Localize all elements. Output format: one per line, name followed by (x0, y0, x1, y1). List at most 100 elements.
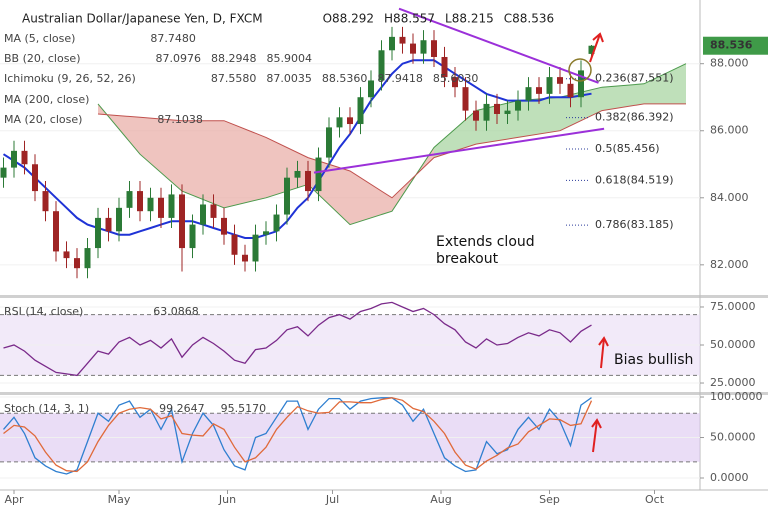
candle-body (21, 150, 28, 165)
price-tag-label: 88.536 (710, 39, 753, 52)
price-tag (703, 36, 768, 55)
overlay (568, 32, 609, 453)
cloud-fill (644, 63, 686, 104)
arrow (589, 32, 604, 63)
candle-body (473, 110, 479, 121)
candle-body (273, 214, 280, 232)
candle-body (483, 103, 490, 121)
candle-body (263, 231, 269, 235)
ohlc-label: O88.292 (323, 12, 374, 26)
cloud-fill (434, 110, 476, 158)
x-tick-label: May (108, 493, 131, 506)
candle-body (189, 224, 196, 249)
panel-separator (0, 392, 768, 395)
candle-body (284, 177, 290, 215)
y-tick-label: 0.0000 (710, 471, 749, 484)
fib-label: 0.236(87.551) (595, 72, 674, 85)
arrow (598, 336, 609, 369)
candle-body (347, 117, 353, 125)
indicator-name: MA (5, close) (4, 32, 75, 45)
candle-body (158, 197, 164, 218)
candle-body (315, 157, 322, 192)
plot-layer: 82.000 84.000 86.000 88.000 0.236(87.551) 0.3… (0, 7, 768, 506)
candle-body (200, 204, 206, 225)
highlight-circle (568, 58, 592, 82)
candle-body (147, 197, 154, 212)
candle-body (0, 167, 7, 178)
candle-body (336, 117, 343, 128)
candle-body (399, 36, 406, 44)
x-tick-label: Apr (4, 493, 24, 506)
y-tick-label: 50.0000 (710, 338, 756, 351)
ohlc-label: H88.557 (384, 12, 435, 26)
candle-body (294, 170, 301, 178)
candle-body (536, 87, 542, 94)
y-tick-label: 84.000 (710, 191, 749, 204)
indicator-value: 99.2647 (159, 402, 205, 415)
y-tick-label: 50.0000 (710, 431, 756, 444)
candle-body (525, 87, 532, 101)
indicator-name: Ichimoku (9, 26, 52, 26) (4, 72, 136, 85)
annotation: Bias bullish (614, 352, 693, 368)
candle-body (42, 191, 49, 212)
indicator-line (3, 397, 593, 473)
cloud-fill (350, 171, 392, 225)
candle-body (588, 45, 595, 54)
indicator-name: BB (20, close) (4, 52, 81, 65)
indicator-name: MA (20, close) (4, 113, 82, 126)
candle-body (557, 77, 563, 84)
arrow (591, 418, 602, 453)
fib-label: 0.618(84.519) (595, 173, 674, 186)
annotation: Extends cloud (436, 234, 535, 250)
candle-body (546, 77, 553, 94)
y-tick-label: 25.0000 (710, 376, 756, 389)
indicator-value: 87.0976 (156, 52, 202, 65)
ma-line (2, 59, 592, 239)
candle-body (441, 56, 448, 78)
candle-body (11, 150, 17, 168)
candle-body (305, 170, 311, 192)
fib-label: 0.786(83.185) (595, 218, 674, 231)
x-tick-label: Sep (539, 493, 560, 506)
candle-body (126, 191, 133, 208)
chart-title: Australian Dollar/Japanese Yen, D, FXCM (22, 12, 263, 26)
y-tick-label: 86.000 (710, 124, 749, 137)
indicator-line (3, 397, 592, 475)
cloud-fill (182, 120, 224, 208)
panel-title: RSI (14, close) (4, 305, 83, 318)
indicator-value: 88.2948 (211, 52, 257, 65)
trendline (313, 127, 605, 174)
candle-body (368, 80, 374, 98)
candle-body (32, 164, 38, 192)
candle-body (84, 248, 91, 269)
indicator-value: 87.7480 (150, 32, 196, 45)
annotation: breakout (436, 251, 499, 267)
y-tick-label: 75.0000 (710, 300, 756, 313)
indicator-value: 95.5170 (221, 402, 267, 415)
candle-body (74, 258, 80, 269)
candle-body (326, 127, 332, 158)
candle-body (462, 87, 469, 111)
candle-body (431, 40, 437, 57)
indicator-name: MA (200, close) (4, 93, 89, 106)
indicator-value: 87.0035 (266, 72, 312, 85)
candle-body (357, 97, 364, 125)
cloud-fill (602, 83, 644, 111)
indicator-value: 87.5580 (211, 72, 257, 85)
indicator-value: 87.9418 (377, 72, 423, 85)
candle-body (179, 194, 185, 249)
candle-body (578, 70, 584, 98)
indicator-value: 85.6030 (433, 72, 479, 85)
indicator-value: 85.9004 (267, 52, 313, 65)
indicator-line (3, 301, 592, 377)
candle-body (221, 217, 227, 235)
x-tick-label: Aug (430, 493, 451, 506)
candle-body (252, 234, 259, 262)
x-tick-label: Oct (645, 493, 665, 506)
candle-body (494, 103, 500, 114)
indicator-value: 87.1038 (157, 113, 203, 126)
ohlc-label: L88.215 (445, 12, 494, 26)
fib-label: 0.5(85.456) (595, 142, 660, 155)
candle-body (378, 50, 385, 81)
